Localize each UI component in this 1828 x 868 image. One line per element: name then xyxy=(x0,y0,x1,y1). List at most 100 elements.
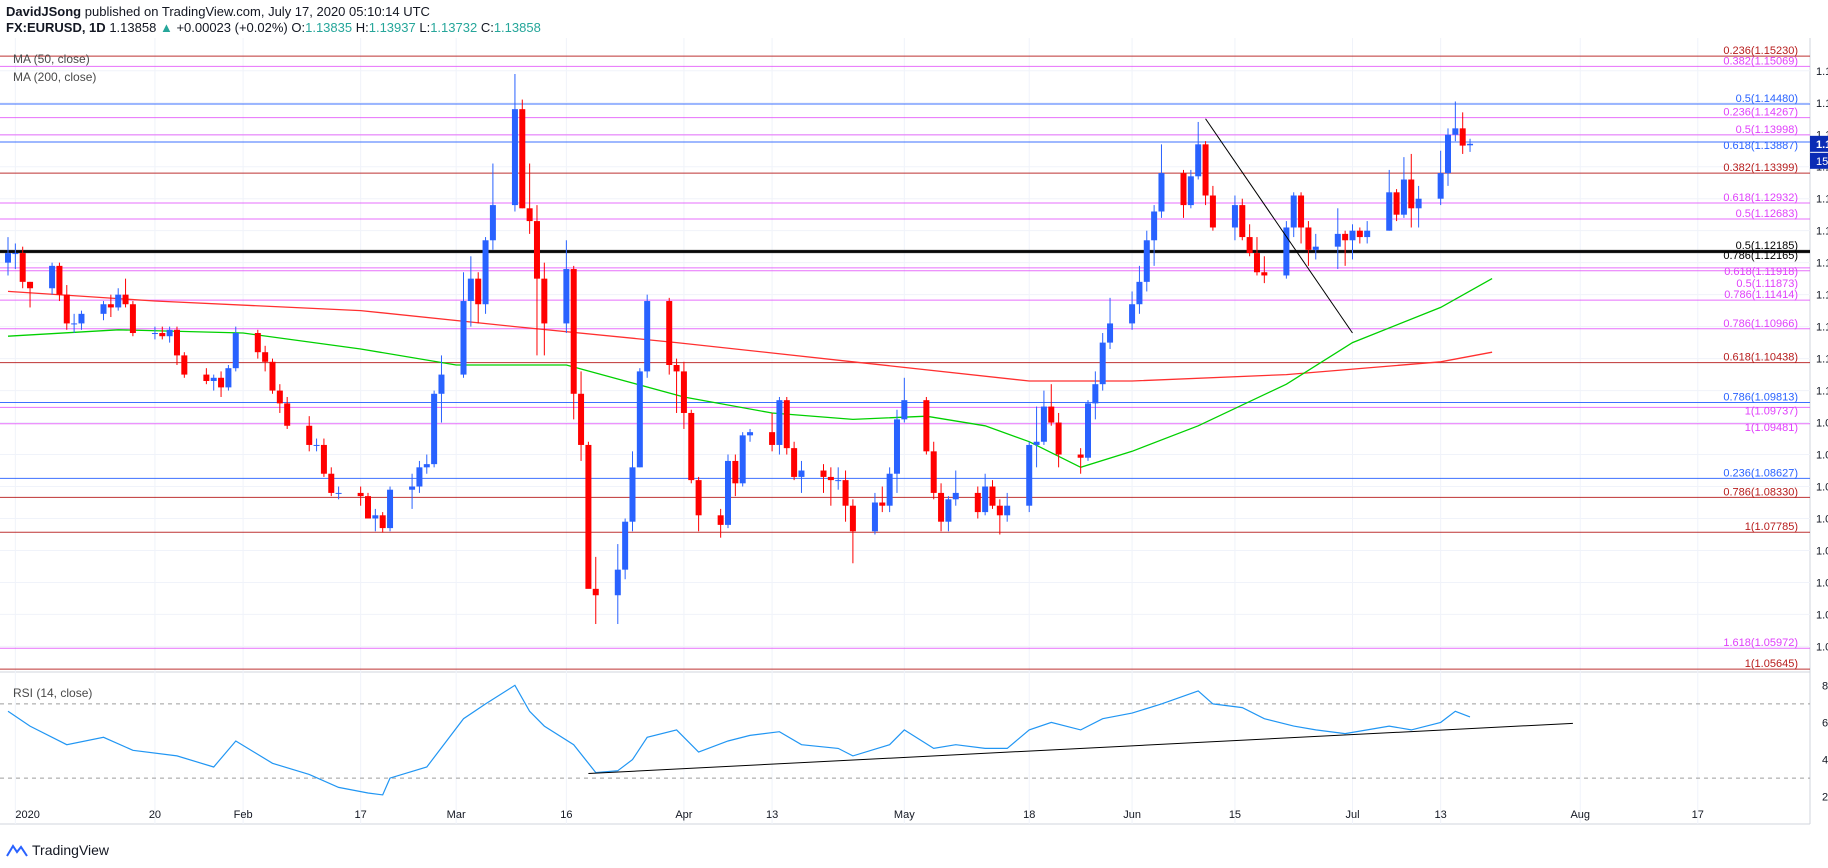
candle-body xyxy=(416,467,423,487)
candle-body xyxy=(1092,384,1099,404)
time-tick-label: 13 xyxy=(1435,809,1447,821)
open-label: O: xyxy=(291,20,306,35)
price-tick-label: 1.13000 xyxy=(1816,194,1828,206)
candle-body xyxy=(1253,253,1260,273)
fib-level-label: 0.618(1.11918) xyxy=(1724,266,1798,278)
candle-body xyxy=(688,412,695,481)
candle-body xyxy=(1437,173,1444,199)
candle-body xyxy=(511,109,518,206)
candle-body xyxy=(71,323,78,325)
candle-body xyxy=(886,473,893,506)
publish-info: DavidJSong published on TradingView.com,… xyxy=(6,4,541,20)
candle-body xyxy=(262,352,269,362)
candle-body xyxy=(1246,237,1253,254)
fib-level-label: 1(1.05645) xyxy=(1745,658,1798,670)
trendlines xyxy=(1205,118,1353,334)
candle-body xyxy=(1467,143,1474,146)
candle-body xyxy=(379,515,386,529)
candle-body xyxy=(56,265,63,295)
open-value: 1.13835 xyxy=(305,20,353,35)
candle-body xyxy=(1055,422,1062,455)
price-tick-label: 1.12000 xyxy=(1816,258,1828,270)
candle-body xyxy=(115,294,122,308)
fib-level-label: 0.618(1.12932) xyxy=(1723,192,1798,204)
time-tick-label: Mar xyxy=(447,809,466,821)
brand-name: TradingView xyxy=(32,842,110,858)
countdown-label: 15:49:49 xyxy=(1816,156,1828,168)
high-value: 1.13937 xyxy=(368,20,416,35)
fib-level-label: 1.618(1.05972) xyxy=(1723,637,1798,649)
candle-body xyxy=(100,304,107,314)
candle-body xyxy=(1026,444,1033,506)
candle-body xyxy=(284,403,291,426)
time-tick-label: Feb xyxy=(234,809,253,821)
candle-body xyxy=(1261,272,1268,276)
candle-body xyxy=(166,329,173,337)
fib-level-label: 1(1.07785) xyxy=(1745,521,1798,533)
time-tick-label: May xyxy=(894,809,915,821)
price-tick-label: 1.06500 xyxy=(1816,609,1828,621)
fib-level-label: 0.786(1.10966) xyxy=(1723,318,1798,330)
candle-body xyxy=(63,294,70,324)
price-tick-label: 1.10000 xyxy=(1816,386,1828,398)
author-name[interactable]: DavidJSong xyxy=(6,4,82,19)
candle-body xyxy=(519,109,526,209)
candle-body xyxy=(1151,211,1158,241)
candle-body xyxy=(541,278,548,324)
candle-body xyxy=(1107,323,1114,343)
candle-body xyxy=(989,486,996,506)
price-tick-label: 1.08000 xyxy=(1816,513,1828,525)
price-axis[interactable]: 1.150001.145001.140001.135001.130001.125… xyxy=(1810,66,1828,654)
candle-body xyxy=(1364,230,1371,238)
candle-body xyxy=(1342,233,1349,241)
candle-body xyxy=(974,492,981,513)
price-tick-label: 1.07000 xyxy=(1816,577,1828,589)
time-tick-label: Jul xyxy=(1345,809,1359,821)
candle-body xyxy=(431,393,438,465)
candle-body xyxy=(622,521,629,570)
last-price-badge xyxy=(1810,135,1828,152)
symbol-name[interactable]: FX:EURUSD, 1D xyxy=(6,20,106,35)
candle-body xyxy=(1239,205,1246,238)
ma50-legend: MA (50, close) xyxy=(13,52,90,66)
fib-level-label: 0.786(1.12165) xyxy=(1723,250,1798,262)
time-tick-label: 2020 xyxy=(15,809,39,821)
fib-level-label: 1(1.09737) xyxy=(1745,405,1798,417)
time-tick-label: Jun xyxy=(1123,809,1141,821)
candle-body xyxy=(1143,240,1150,282)
candle-body xyxy=(1408,179,1415,209)
candle-body xyxy=(747,432,754,436)
price-tick-label: 1.07500 xyxy=(1816,545,1828,557)
candle-body xyxy=(306,425,313,445)
candle-body xyxy=(820,470,827,477)
low-label: L: xyxy=(419,20,431,35)
rsi-legend: RSI (14, close) xyxy=(13,686,92,700)
candle-body xyxy=(489,205,496,241)
price-tick-label: 1.15000 xyxy=(1816,66,1828,78)
candle-body xyxy=(1033,441,1040,445)
candle-body xyxy=(842,480,849,506)
candle-body xyxy=(1004,505,1011,516)
candle-body xyxy=(1048,406,1055,423)
candle-body xyxy=(210,377,217,381)
candle-body xyxy=(629,467,636,522)
candle-body xyxy=(526,208,533,222)
candle-body xyxy=(680,371,687,413)
candle-body xyxy=(1202,144,1209,196)
candle-body xyxy=(1085,403,1091,458)
candle-body xyxy=(849,505,856,532)
candle-body xyxy=(533,221,540,279)
candle-body xyxy=(335,492,342,494)
candle-body xyxy=(725,460,731,525)
time-axis[interactable]: 2020 20 Feb 17 Mar 16 Apr 13 May 18 Jun 15 Jul 13 Aug 1… xyxy=(15,809,1704,821)
candle-body xyxy=(1393,192,1400,215)
candle-body xyxy=(578,393,585,445)
rsi-pane: 80.00 60.00 40.00 20.00 xyxy=(0,680,1828,804)
candle-body xyxy=(269,361,276,391)
candle-body xyxy=(827,476,834,481)
candle-body xyxy=(666,301,673,365)
candle-body xyxy=(1231,205,1238,228)
candle-body xyxy=(203,374,210,381)
rsi-tick-label: 60.00 xyxy=(1822,717,1828,729)
